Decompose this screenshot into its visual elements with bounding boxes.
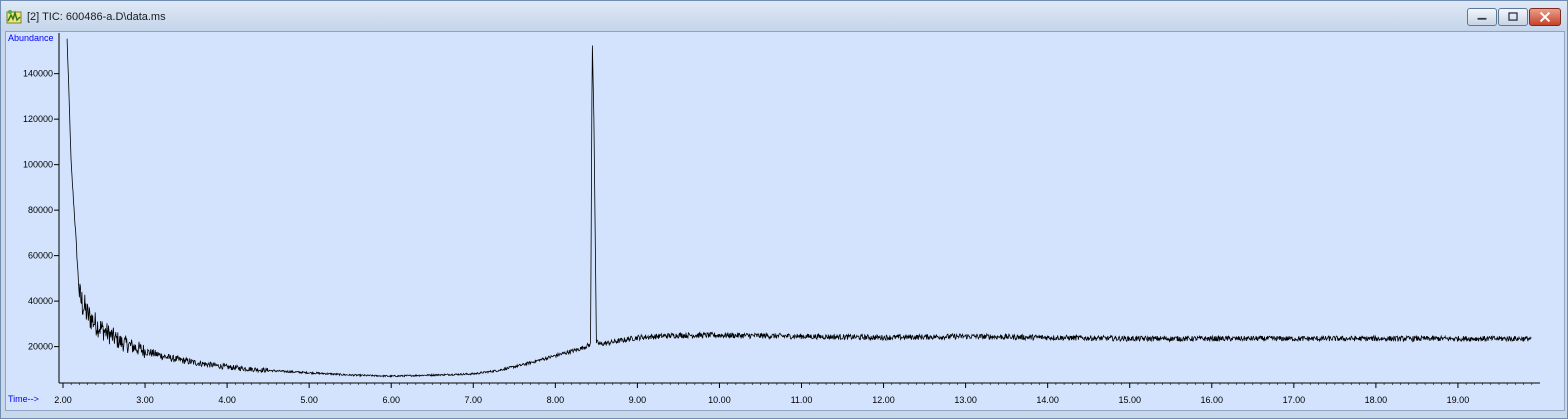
x-tick-label: 19.00: [1447, 395, 1470, 405]
y-tick-label: 40000: [28, 296, 53, 306]
x-tick-label: 10.00: [708, 395, 731, 405]
x-tick-label: 15.00: [1118, 395, 1141, 405]
title-bar[interactable]: [2] TIC: 600486-a.D\data.ms: [1, 1, 1567, 31]
y-tick-label: 80000: [28, 205, 53, 215]
x-axis-label: Time-->: [8, 394, 39, 404]
x-tick-label: 7.00: [465, 395, 483, 405]
x-tick-label: 6.00: [382, 395, 400, 405]
x-tick-label: 12.00: [872, 395, 895, 405]
x-tick-label: 17.00: [1283, 395, 1306, 405]
x-tick-label: 9.00: [629, 395, 647, 405]
maximize-icon: [1508, 12, 1518, 21]
window-title: [2] TIC: 600486-a.D\data.ms: [27, 11, 166, 23]
x-tick-label: 13.00: [954, 395, 977, 405]
window-bottom-border: [1, 411, 1567, 418]
minimize-icon: [1477, 17, 1487, 20]
close-icon: [1539, 11, 1551, 23]
x-tick-label: 5.00: [300, 395, 318, 405]
x-tick-label: 2.00: [54, 395, 72, 405]
plot-area[interactable]: [5, 31, 1565, 411]
tic-trace: [66, 38, 1532, 378]
y-tick-label: 60000: [28, 251, 53, 261]
y-tick-label: 140000: [23, 69, 53, 79]
close-button[interactable]: [1529, 8, 1561, 26]
minimize-button[interactable]: [1467, 8, 1497, 26]
y-tick-label: 100000: [23, 160, 53, 170]
x-tick-label: 4.00: [218, 395, 236, 405]
y-axis-label: Abundance: [8, 33, 54, 43]
x-tick-label: 3.00: [136, 395, 154, 405]
axis-ticks: 2.00 3.00 4.00 5.00 6.00 7.00 8.00 9.00 10.00 11.…: [23, 69, 1533, 405]
tic-chromatogram: Abundance Time--> 2.00 3.00 4.00 5.00 6.00 7.…: [8, 33, 1540, 405]
y-tick-label: 20000: [28, 342, 53, 352]
chromatogram-app-icon: [6, 9, 22, 25]
x-tick-label: 8.00: [547, 395, 565, 405]
x-tick-label: 14.00: [1036, 395, 1059, 405]
x-tick-label: 11.00: [791, 395, 813, 405]
y-tick-label: 120000: [23, 114, 53, 124]
x-tick-label: 18.00: [1365, 395, 1388, 405]
maximize-button[interactable]: [1498, 8, 1528, 26]
x-tick-label: 16.00: [1201, 395, 1224, 405]
